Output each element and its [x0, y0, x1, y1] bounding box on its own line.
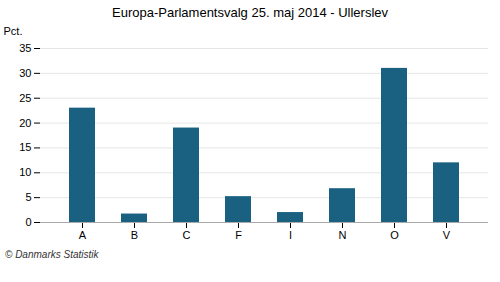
svg-text:35: 35: [19, 42, 31, 54]
html-text:Europa-Parlamentsvalg 25. maj: Europa-Parlamentsvalg 25. maj 2014 - Ull…: [112, 5, 388, 20]
svg-text:0: 0: [25, 216, 31, 228]
svg-text:10: 10: [19, 166, 31, 178]
svg-text:15: 15: [19, 141, 31, 153]
svg-text:B: B: [131, 229, 138, 241]
svg-text:Pct.: Pct.: [4, 25, 23, 37]
html-text:© Danmarks Statistik: © Danmarks Statistik: [5, 249, 99, 260]
svg-text:5: 5: [25, 191, 31, 203]
svg-text:25: 25: [19, 92, 31, 104]
svg-text:30: 30: [19, 67, 31, 79]
svg-text:F: F: [235, 229, 242, 241]
svg-text:I: I: [289, 229, 292, 241]
svg-text:C: C: [183, 229, 191, 241]
svg-text:A: A: [79, 229, 87, 241]
svg-text:O: O: [390, 229, 399, 241]
svg-text:V: V: [443, 229, 451, 241]
svg-text:N: N: [339, 229, 347, 241]
svg-text:20: 20: [19, 117, 31, 129]
